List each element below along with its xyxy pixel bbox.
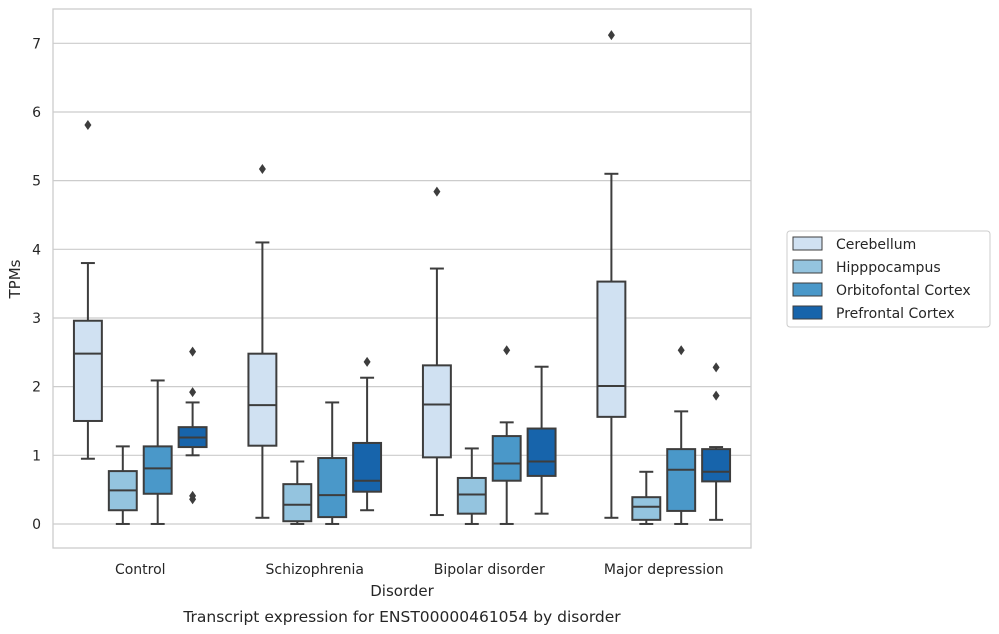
outlier-0	[677, 345, 685, 356]
legend-label-0: Cerebellum	[836, 237, 916, 253]
legend-swatch-2	[792, 282, 823, 297]
box-0-3	[596, 30, 627, 519]
outlier-0	[363, 356, 371, 367]
x-axis-label: Disorder	[370, 582, 434, 600]
box-3-0	[177, 346, 208, 505]
box-iqr	[142, 445, 173, 495]
x-tick-label-3: Major depression	[604, 562, 724, 578]
box-iqr	[631, 496, 662, 521]
x-tick-label-2: Bipolar disorder	[434, 562, 545, 578]
box-0-1	[247, 163, 278, 519]
outlier-0	[84, 120, 92, 131]
legend-swatch-3	[792, 305, 823, 320]
y-tick-label-5: 5	[32, 174, 41, 190]
box-1-2	[456, 447, 487, 525]
series-3	[177, 346, 732, 521]
outlier-0	[607, 30, 615, 41]
box-1-1	[282, 460, 313, 525]
plot-frame	[52, 8, 752, 549]
y-tick-label-4: 4	[32, 242, 41, 258]
x-tick-label-0: Control	[115, 562, 166, 578]
box-1-0	[107, 445, 138, 525]
legend-label-3: Prefrontal Cortex	[836, 306, 955, 322]
box-iqr	[666, 448, 697, 512]
y-tick-label-6: 6	[32, 105, 41, 121]
box-2-2	[491, 345, 522, 525]
legend-swatch-0	[792, 236, 823, 251]
outlier-0	[503, 345, 511, 356]
box-2-3	[666, 345, 697, 525]
series-2	[142, 345, 697, 525]
box-0-0	[72, 120, 103, 460]
y-tick-label-2: 2	[32, 380, 41, 396]
outlier-3	[189, 494, 197, 505]
outlier-0	[258, 163, 266, 174]
outlier-1	[712, 390, 720, 401]
y-tick-label-0: 0	[32, 517, 41, 533]
outlier-1	[189, 387, 197, 398]
box-iqr	[456, 476, 487, 515]
box-iqr	[701, 448, 732, 483]
y-axis-label: TPMs	[6, 259, 24, 299]
outlier-0	[712, 362, 720, 373]
box-iqr	[352, 441, 383, 493]
box-0-2	[421, 186, 452, 517]
series-1	[107, 445, 662, 525]
box-iqr	[282, 483, 313, 523]
outlier-0	[433, 186, 441, 197]
legend-swatch-1	[792, 259, 823, 274]
box-iqr	[72, 319, 103, 422]
y-tick-label-7: 7	[32, 36, 41, 52]
y-tick-label-1: 1	[32, 448, 41, 464]
box-3-2	[526, 365, 557, 515]
y-tick-labels: 0 1 2 3 4 5 6 7	[32, 36, 41, 533]
box-2-0	[142, 379, 173, 525]
box-iqr	[247, 352, 278, 447]
legend: Cerebellum Hipppocampus Orbitofontal Corte…	[786, 230, 991, 328]
legend-label-2: Orbitofontal Cortex	[836, 283, 971, 299]
legend-label-1: Hipppocampus	[836, 260, 941, 276]
box-iqr	[526, 427, 557, 477]
box-iqr	[421, 364, 452, 459]
x-tick-label-1: Schizophrenia	[266, 562, 364, 578]
outlier-0	[189, 346, 197, 357]
box-1-3	[631, 470, 662, 525]
box-3-3	[701, 362, 732, 521]
y-tick-label-3: 3	[32, 311, 41, 327]
box-iqr	[596, 280, 627, 418]
chart-caption: Transcript expression for ENST0000046105…	[182, 608, 621, 626]
x-tick-labels: Control Schizophrenia Bipolar disorder Majo…	[115, 562, 724, 578]
box-2-1	[317, 401, 348, 525]
series-0	[72, 30, 627, 519]
box-iqr	[317, 457, 348, 519]
box-iqr	[491, 435, 522, 482]
box-series	[72, 30, 732, 525]
legend-frame	[786, 230, 991, 328]
box-3-1	[352, 356, 383, 512]
